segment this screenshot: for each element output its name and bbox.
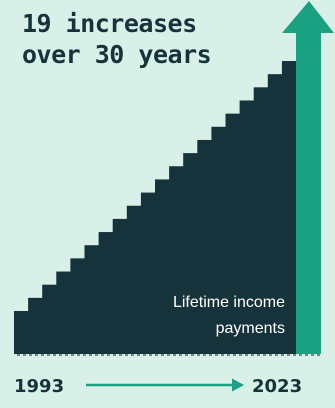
- baseline-dot: [269, 354, 272, 356]
- stair-step: [211, 126, 227, 354]
- stair-step: [267, 74, 283, 354]
- stair-step: [169, 166, 184, 354]
- baseline-dot: [317, 354, 320, 356]
- annotation-line-1: Lifetime income: [173, 294, 285, 311]
- baseline-dot: [293, 354, 296, 356]
- stair-step: [126, 205, 142, 354]
- baseline-dot: [167, 354, 170, 356]
- baseline-dot: [113, 354, 116, 356]
- baseline-dot: [143, 354, 146, 356]
- baseline-dot: [233, 354, 236, 356]
- stair-step: [56, 271, 71, 354]
- baseline-dot: [251, 354, 254, 356]
- stair-step: [155, 179, 170, 354]
- baseline-dot: [305, 354, 308, 356]
- stair-step: [183, 153, 198, 354]
- baseline-dot: [197, 354, 200, 356]
- baseline-dot: [161, 354, 164, 356]
- baseline-dot: [257, 354, 260, 356]
- baseline-dot: [215, 354, 218, 356]
- stair-step: [197, 139, 212, 354]
- stair-step: [28, 297, 43, 354]
- baseline-dot: [299, 354, 302, 356]
- stair-step: [281, 61, 297, 354]
- headline-line-2: over 30 years: [22, 40, 212, 69]
- baseline-dot: [17, 354, 20, 356]
- baseline-dot: [239, 354, 242, 356]
- baseline-dot: [131, 354, 134, 356]
- baseline-dot: [209, 354, 212, 356]
- baseline-dot: [275, 354, 278, 356]
- baseline-dot: [287, 354, 290, 356]
- baseline-dot: [221, 354, 224, 356]
- baseline-dot: [89, 354, 92, 356]
- stair-step: [14, 311, 29, 354]
- baseline-dot: [65, 354, 68, 356]
- baseline-dot: [71, 354, 74, 356]
- baseline-dot: [185, 354, 188, 356]
- year-arrow: [86, 378, 244, 392]
- stair-step: [70, 258, 86, 354]
- baseline-dot: [53, 354, 56, 356]
- baseline-dot: [119, 354, 122, 356]
- baseline-dot: [83, 354, 86, 356]
- baseline-dot: [149, 354, 152, 356]
- baseline-dot: [101, 354, 104, 356]
- stairs: [14, 61, 297, 354]
- year-arrow-head-icon: [232, 378, 244, 392]
- end-year-label: 2023: [252, 376, 303, 397]
- baseline-dot: [47, 354, 50, 356]
- baseline-dot: [227, 354, 230, 356]
- stair-step: [112, 218, 128, 354]
- baseline-dot: [191, 354, 194, 356]
- start-year-label: 1993: [14, 376, 65, 397]
- baseline-dot: [107, 354, 110, 356]
- baseline-dot: [29, 354, 32, 356]
- dotted-baseline: [17, 354, 320, 356]
- baseline-dot: [41, 354, 44, 356]
- baseline-dot: [59, 354, 62, 356]
- baseline-dot: [311, 354, 314, 356]
- up-arrow-icon: [282, 1, 334, 354]
- baseline-dot: [263, 354, 266, 356]
- stair-step: [239, 100, 255, 354]
- baseline-dot: [125, 354, 128, 356]
- baseline-dot: [137, 354, 140, 356]
- annotation-line-2: payments: [216, 320, 285, 337]
- baseline-dot: [245, 354, 248, 356]
- stair-step: [140, 192, 156, 354]
- stair-step: [225, 113, 241, 354]
- baseline-dot: [155, 354, 158, 356]
- stair-step: [84, 245, 100, 354]
- stair-step: [42, 284, 57, 354]
- baseline-dot: [179, 354, 182, 356]
- baseline-dot: [35, 354, 38, 356]
- stair-step: [98, 232, 114, 354]
- headline-line-1: 19 increases: [22, 9, 197, 38]
- baseline-dot: [77, 354, 80, 356]
- stair-step: [253, 87, 269, 354]
- baseline-dot: [203, 354, 206, 356]
- headline: 19 increases over 30 years: [22, 8, 212, 70]
- baseline-dot: [173, 354, 176, 356]
- baseline-dot: [95, 354, 98, 356]
- baseline-dot: [23, 354, 26, 356]
- baseline-dot: [281, 354, 284, 356]
